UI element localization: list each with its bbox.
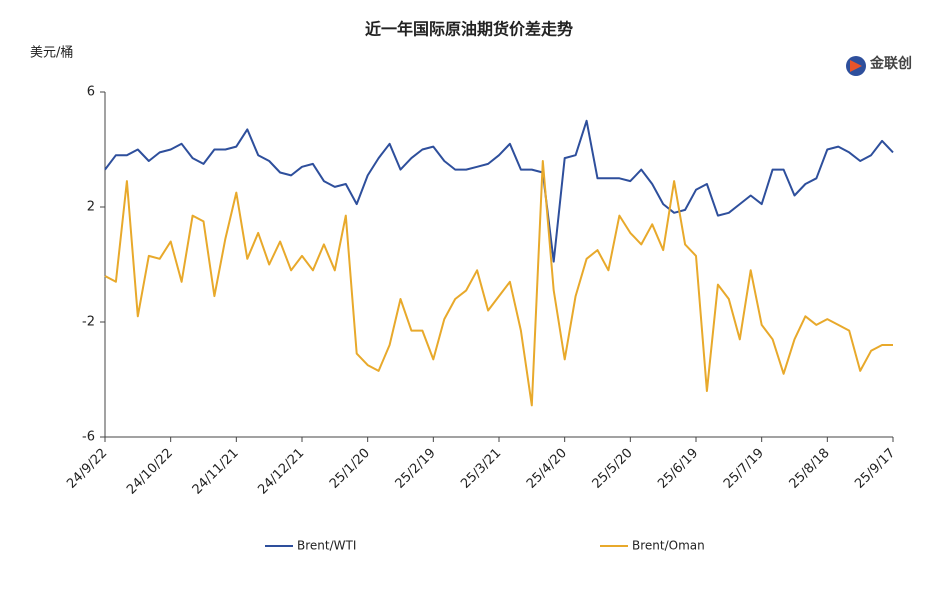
x-tick-label: 25/9/17 [852, 446, 898, 492]
x-tick-label: 24/10/22 [124, 446, 176, 498]
x-tick-label: 25/4/20 [524, 446, 570, 492]
x-tick-label: 24/12/21 [255, 446, 307, 498]
series-line [104, 119, 894, 263]
x-tick-label: 25/7/19 [721, 446, 767, 492]
y-tick-label: -2 [82, 315, 95, 330]
x-tick-label: 24/11/21 [190, 446, 242, 498]
chart-title: 近一年国际原油期货价差走势 [365, 20, 573, 39]
x-tick-label: 25/8/18 [787, 446, 833, 492]
x-tick-label: 25/6/19 [655, 446, 701, 492]
legend-label: Brent/WTI [297, 539, 356, 553]
logo-icon-part [850, 60, 862, 72]
y-tick-label: -6 [82, 430, 95, 445]
logo-text: 金联创 [869, 55, 912, 72]
y-tick-label: 2 [87, 200, 95, 215]
x-tick-label: 25/3/21 [458, 446, 504, 492]
y-tick-label: 6 [87, 85, 95, 100]
legend-label: Brent/Oman [632, 539, 705, 553]
y-axis-label: 美元/桶 [30, 46, 73, 61]
x-tick-label: 25/2/19 [393, 446, 439, 492]
logo: 金联创 [846, 55, 912, 76]
x-tick-label: 25/1/20 [327, 446, 373, 492]
x-tick-label: 24/9/22 [64, 446, 110, 492]
series-line [104, 160, 893, 407]
x-tick-label: 25/5/20 [590, 446, 636, 492]
